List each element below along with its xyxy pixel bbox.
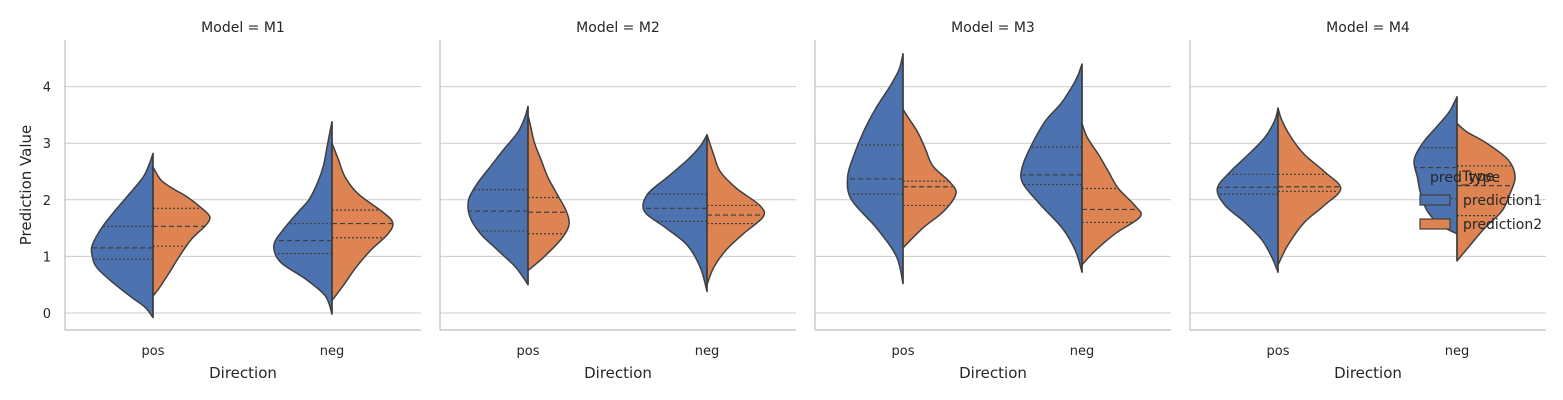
y-tick-label: 3 [43,137,51,152]
x-tick-label: pos [1267,344,1290,359]
panel-2: Model = M2 Direction pos neg [439,20,796,382]
violin-prediction2-pos [152,166,211,297]
violin-prediction1-pos [467,105,529,286]
x-tick-label: pos [142,344,165,359]
panel-title: Model = M3 [951,20,1035,36]
violin-prediction1-neg [1413,96,1458,235]
legend-label-prediction2: prediction2 [1463,217,1542,233]
x-tick-label: pos [892,344,915,359]
x-tick-label: neg [695,344,720,359]
legend-label-prediction1: prediction1 [1463,193,1542,209]
legend: pred_type Type prediction1 prediction2 [1419,169,1542,233]
panel-4: Model = M4 Direction pos neg [1189,20,1546,382]
legend-title-pred-type: pred_type [1430,170,1500,186]
violin-prediction1-neg [642,133,708,293]
x-tick-label: neg [320,344,345,359]
panel-title: Model = M4 [1326,20,1410,36]
violin-prediction2-neg [1081,122,1142,266]
y-tick-label: 4 [43,81,51,96]
violin-prediction1-pos [1216,107,1279,273]
y-tick-label: 1 [43,250,51,265]
panel-title: Model = M1 [201,20,285,36]
y-axis-label: Prediction Value [17,125,35,245]
legend-title: Type [1461,169,1494,185]
x-axis-label: Direction [959,364,1027,382]
legend-swatch-prediction1 [1419,194,1451,206]
violin-prediction1-pos [90,152,154,319]
panel-title: Model = M2 [576,20,660,36]
violin-prediction2-pos [1277,107,1342,266]
y-tick-label: 2 [43,194,51,209]
x-tick-label: pos [517,344,540,359]
panel-3: Model = M3 Direction pos neg [814,20,1171,382]
x-tick-label: neg [1070,344,1095,359]
y-tick-label: 0 [43,307,51,322]
legend-swatch-prediction2 [1419,218,1451,230]
violin-prediction2-neg [1456,122,1516,262]
violin-prediction1-neg [273,120,333,315]
panel-1: 0 1 2 3 4 Model = M1 Direction pos neg [43,20,421,382]
violin-prediction2-neg [706,133,766,286]
x-axis-label: Direction [209,364,277,382]
violin-prediction2-neg [331,142,394,302]
violin-prediction2-pos [902,108,957,249]
violin-prediction1-pos [846,53,904,285]
violin-prediction1-neg [1020,63,1083,273]
x-axis-label: Direction [584,364,652,382]
x-axis-label: Direction [1334,364,1402,382]
violin-prediction2-pos [527,114,570,272]
x-tick-label: neg [1445,344,1470,359]
